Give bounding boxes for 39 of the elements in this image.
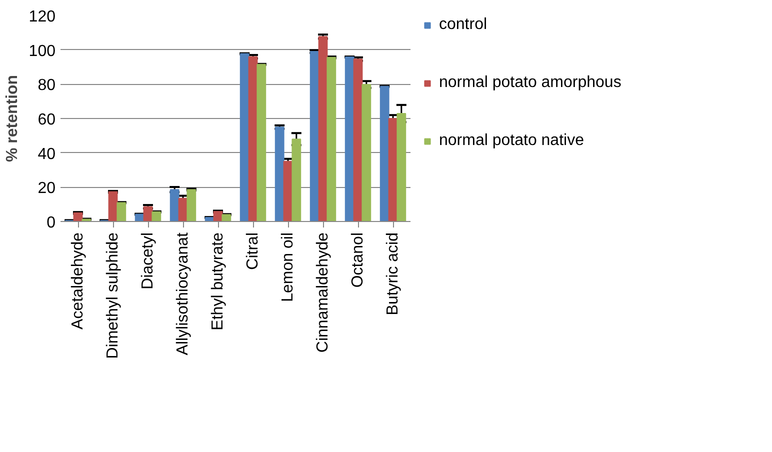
y-tick-label: 80 <box>38 77 56 94</box>
x-tick-label: Octanol <box>350 232 366 288</box>
x-tick-label: Diacetyl <box>140 232 156 290</box>
legend-label: normal potato amorphous <box>439 74 622 92</box>
y-tick-label: 40 <box>38 146 56 163</box>
bar <box>310 51 320 222</box>
bar <box>240 53 250 222</box>
bar <box>248 56 258 222</box>
bar <box>318 36 328 222</box>
bar <box>170 189 180 222</box>
bar <box>256 64 266 222</box>
y-tick-label: 60 <box>38 112 56 128</box>
bar <box>396 113 406 222</box>
x-tick-label: Ethyl butyrate <box>210 232 226 330</box>
bar <box>186 189 196 222</box>
x-tick-label: Dimethyl sulphide <box>104 232 122 359</box>
bar <box>362 84 372 222</box>
x-tick-label: Butyric acid <box>384 232 402 316</box>
bar <box>292 138 302 222</box>
x-tick-label: Citral <box>244 232 262 270</box>
bar <box>344 56 354 222</box>
y-axis-title: % retention <box>4 74 21 162</box>
x-tick-label: Acetaldehyde <box>70 232 86 330</box>
y-tick-label: 120 <box>28 8 56 26</box>
bar <box>380 86 390 222</box>
bar <box>326 56 336 222</box>
bar <box>353 58 363 222</box>
bar <box>116 202 126 222</box>
y-tick-label: 20 <box>38 180 56 198</box>
y-tick-label: 100 <box>28 42 56 60</box>
legend-label: normal potato native <box>439 132 584 150</box>
x-tick-label: Lemon oil <box>280 232 296 302</box>
bar <box>274 126 284 222</box>
y-tick-label: 0 <box>46 214 56 232</box>
bar <box>73 212 83 222</box>
bar <box>108 191 118 222</box>
x-tick-label: Cinnamaldehyde <box>314 232 332 353</box>
legend-label: control <box>439 16 488 34</box>
x-tick-label: Allylisothiocyanat <box>174 232 192 356</box>
